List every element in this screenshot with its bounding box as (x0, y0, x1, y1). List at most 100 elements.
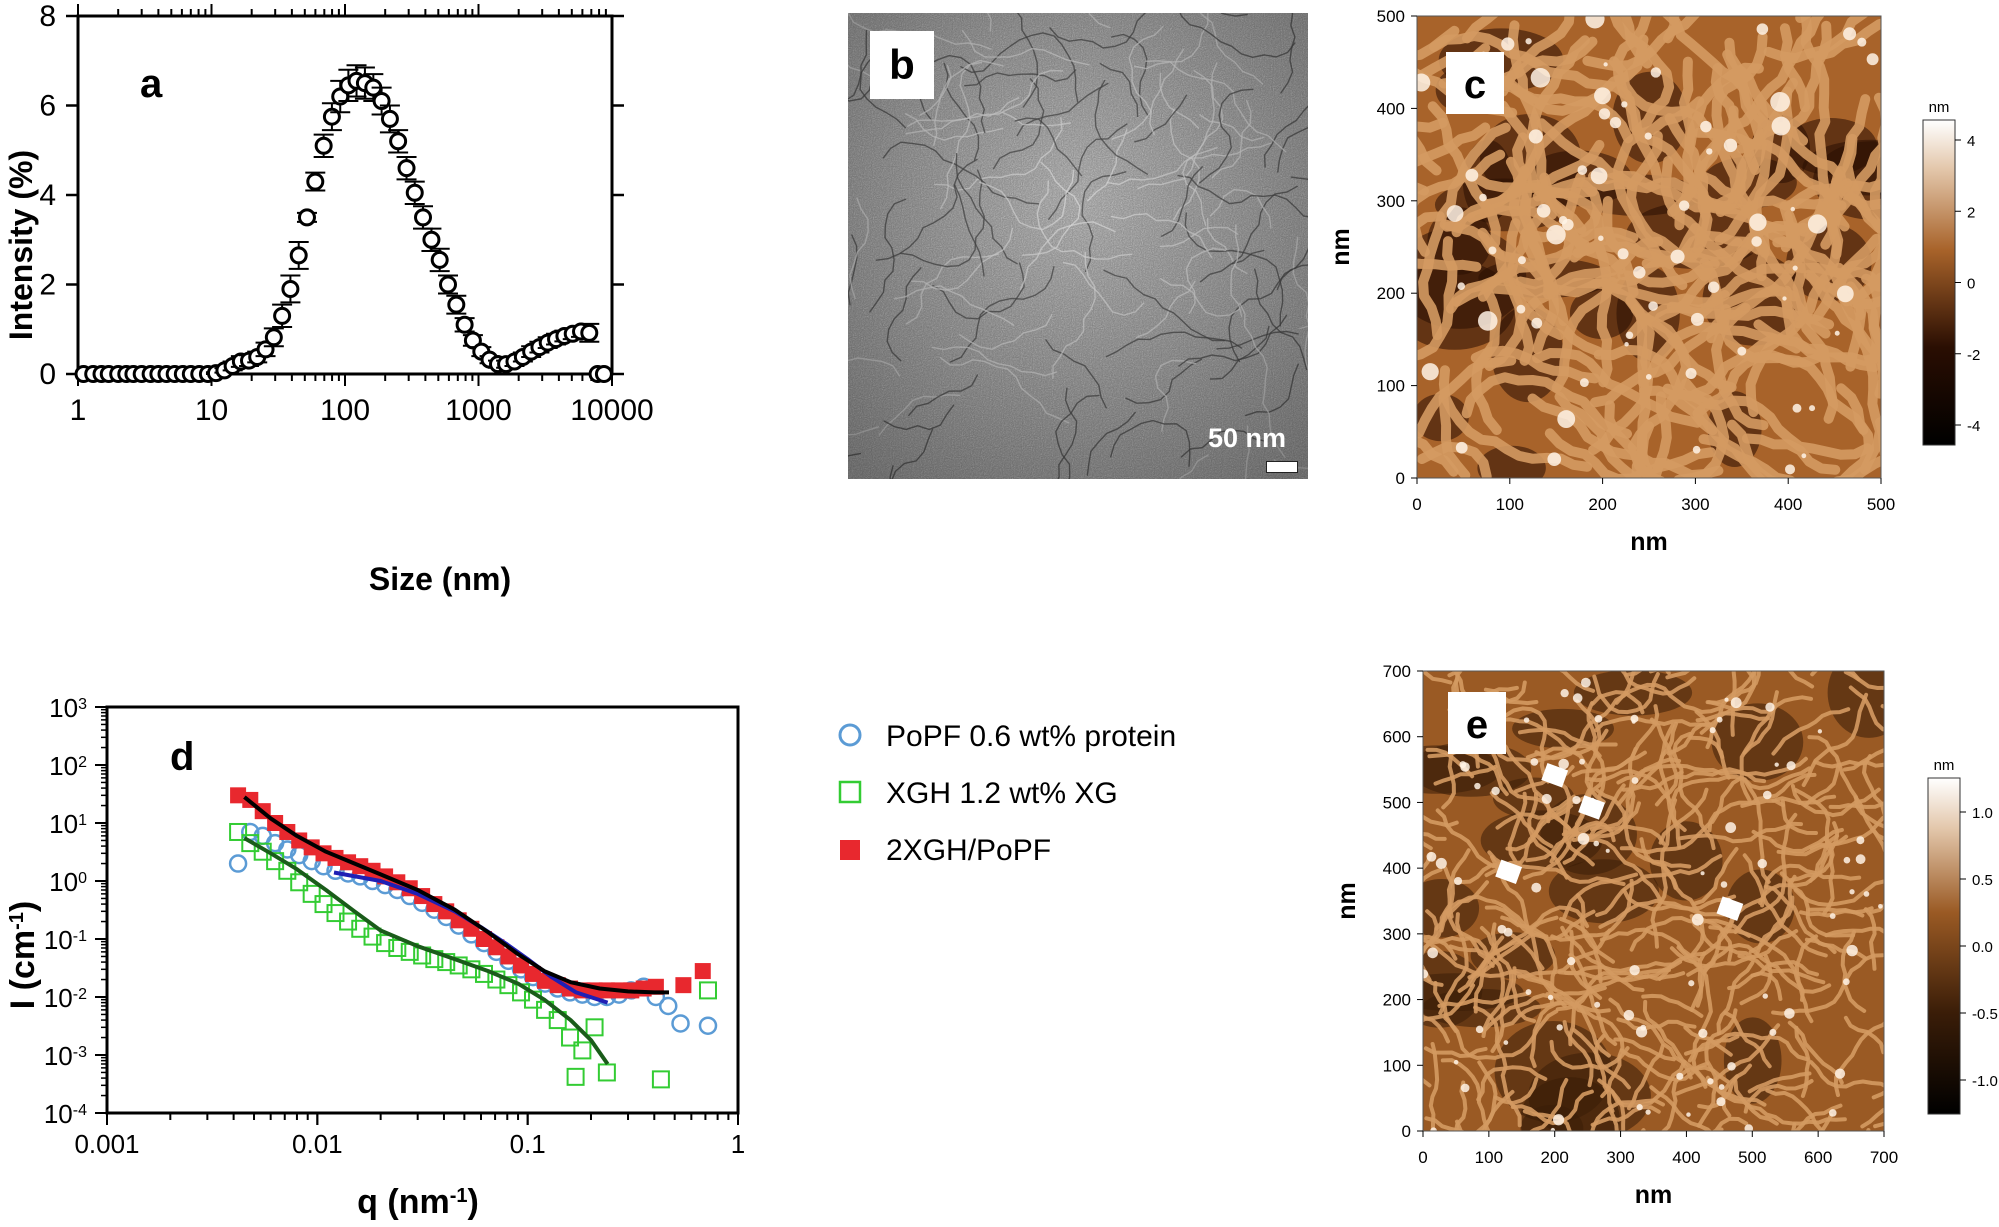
legend-label-popf: PoPF 0.6 wt% protein (886, 720, 1176, 753)
afm-bright-spot (1650, 67, 1662, 78)
afm-x-axis-label: nm (1630, 528, 1668, 556)
afm-fibril (1739, 953, 1773, 1006)
afm-bright-spot (1557, 410, 1576, 429)
afm-fibril (1571, 1027, 1631, 1090)
afm-fibril (1582, 16, 1701, 72)
afm-bright-spot (1475, 1025, 1484, 1034)
afm-fibril (1586, 701, 1606, 817)
afm-x-axis-label: nm (1635, 1181, 1673, 1209)
afm-bright-spot (1829, 913, 1836, 919)
afm-fibril (1448, 944, 1506, 1053)
afm-bright-spot (1774, 762, 1779, 767)
legend-label-xgh: XGH 1.2 wt% XG (886, 777, 1118, 810)
afm-bright-spot (1716, 1097, 1726, 1107)
afm-bright-spot (1698, 1028, 1708, 1038)
afm-fibril (1640, 1128, 1646, 1131)
afm-fibril (1840, 929, 1867, 1013)
panel-d-y-tick-label: 10-4 (44, 1099, 87, 1129)
legend-item-popf: PoPF 0.6 wt% protein (838, 720, 1176, 753)
afm-fibril (1446, 848, 1471, 919)
afm-bright-spot (1547, 994, 1554, 1001)
afm-bright-spot (1857, 37, 1867, 47)
afm-bright-spot (1558, 758, 1569, 770)
afm-bright-spot (1430, 1127, 1437, 1131)
afm-bright-spot (1866, 53, 1879, 66)
afm-bright-spot (1756, 23, 1769, 35)
afm-fibril (1862, 754, 1884, 820)
afm-fibril (1779, 23, 1810, 113)
afm-fibril (1742, 690, 1779, 755)
afm-fibril (1489, 283, 1604, 357)
afm-bright-spot (1834, 1068, 1846, 1079)
afm-fibril (1545, 992, 1625, 1099)
afm-fibril (1678, 821, 1803, 844)
afm-bright-spot (1849, 889, 1855, 895)
panel-a-data-point (414, 208, 433, 227)
afm-bright-spot (1762, 790, 1772, 800)
afm-bright-spot (1594, 87, 1611, 105)
afm-bright-spot (1479, 193, 1487, 202)
afm-fibril (1423, 840, 1433, 851)
afm-fibril (1695, 711, 1770, 723)
afm-bright-spot (1421, 363, 1439, 381)
panel-a-data-point (397, 159, 416, 178)
afm-fibril (1835, 239, 1881, 280)
panel-d-xgh-point (585, 1018, 604, 1037)
afm-x-tick-label: 600 (1804, 1148, 1832, 1167)
afm-fibril (1492, 915, 1559, 956)
panel-c-afm: c 0 100 200 300 400 500 0 100 200 300 400 500 nm nm nm 4… (1327, 7, 1980, 556)
afm-fibril (1529, 1000, 1611, 1068)
afm-bright-spot (1577, 833, 1590, 845)
afm-fibril (1819, 1113, 1834, 1131)
afm-fibril (1765, 1088, 1826, 1131)
afm-bright-spot (1707, 281, 1720, 293)
legend-item-xgh: XGH 1.2 wt% XG (838, 777, 1118, 810)
afm-colorbar (1922, 119, 1956, 446)
afm-fibril (1726, 419, 1881, 478)
afm-bright-spot (1635, 1026, 1648, 1038)
afm-bright-spot (1771, 116, 1791, 136)
afm-y-tick-label: 600 (1383, 728, 1411, 747)
afm-fibril (1662, 863, 1705, 959)
panel-d-popf-point (659, 996, 678, 1016)
afm-colorbar-tick-label: -2 (1967, 347, 1980, 364)
afm-fibril (1783, 260, 1881, 292)
afm-fibril (1671, 731, 1716, 851)
afm-depression (1827, 671, 1884, 738)
afm-fibril (1705, 1075, 1847, 1126)
afm-fibril (1550, 813, 1663, 903)
afm-bright-spot (1670, 249, 1685, 264)
afm-fibril (1417, 236, 1458, 361)
legend-item-2xgh-popf: 2XGH/PoPF (840, 834, 1051, 867)
panel-d-fit-line-1 (243, 836, 610, 1066)
afm-bright-spot (1577, 165, 1588, 175)
afm-fibril (1791, 1122, 1797, 1131)
afm-fibril (1455, 1119, 1463, 1131)
afm-bright-spot (1530, 758, 1539, 766)
afm-fibril (1589, 757, 1682, 832)
afm-bright-spot (1817, 729, 1823, 734)
afm-fibril (1555, 959, 1683, 1012)
afm-bright-spot (1785, 464, 1796, 475)
afm-frame (1422, 670, 1885, 1132)
afm-y-tick-label: 300 (1377, 192, 1405, 211)
afm-fibril (1501, 1000, 1563, 1028)
panel-d-xgh-point (290, 873, 309, 892)
afm-topography (1417, 16, 1881, 478)
panel-a-data-point (306, 172, 325, 191)
afm-bright-spot (1809, 405, 1816, 412)
afm-fibril (1824, 926, 1884, 938)
afm-colorbar-tick-label: 0.0 (1972, 939, 1993, 956)
panel-a-data-point (314, 136, 333, 155)
afm-bright-spot (1692, 445, 1701, 454)
afm-bright-spot (1686, 1112, 1691, 1117)
panel-d-y-tick-label: 10-1 (44, 925, 87, 955)
afm-bright-spot (1730, 697, 1742, 709)
panel-d-fit-line-2 (243, 795, 669, 995)
afm-fibril (1621, 770, 1684, 792)
afm-bright-spot (1744, 1124, 1754, 1131)
afm-fibril (1423, 934, 1458, 961)
afm-bright-spot (1593, 840, 1600, 847)
afm-fibril (1702, 943, 1832, 994)
afm-bright-spot (1598, 235, 1604, 241)
